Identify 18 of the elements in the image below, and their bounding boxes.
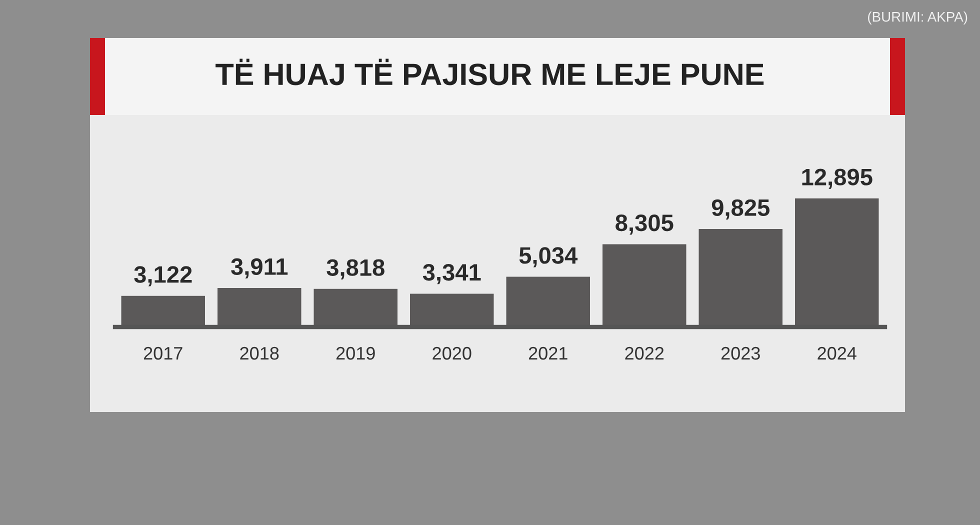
x-tick-label: 2023: [721, 346, 760, 360]
data-label: 12,895: [802, 168, 872, 189]
data-label: 8,305: [616, 214, 674, 235]
x-tick-label: 2022: [625, 346, 664, 360]
x-tick-label: 2019: [336, 346, 375, 360]
data-label: 3,818: [326, 259, 384, 280]
text: (BURIMI: AKPA): [868, 12, 968, 24]
data-label: 3,911: [231, 258, 288, 278]
x-tick-label: 2024: [818, 346, 856, 360]
x-tick-label: 2017: [144, 346, 182, 360]
x-tick-label: 2020: [432, 346, 472, 360]
x-tick-label: 2021: [528, 346, 568, 360]
chart-title: TË HUAJ TË PAJISUR ME LEJE PUNE: [216, 58, 764, 86]
data-label: 3,122: [134, 266, 192, 286]
x-tick-label: 2018: [240, 346, 279, 360]
data-label: 3,341: [422, 264, 481, 284]
data-label: 9,825: [712, 199, 770, 220]
data-label: 5,034: [519, 247, 578, 268]
